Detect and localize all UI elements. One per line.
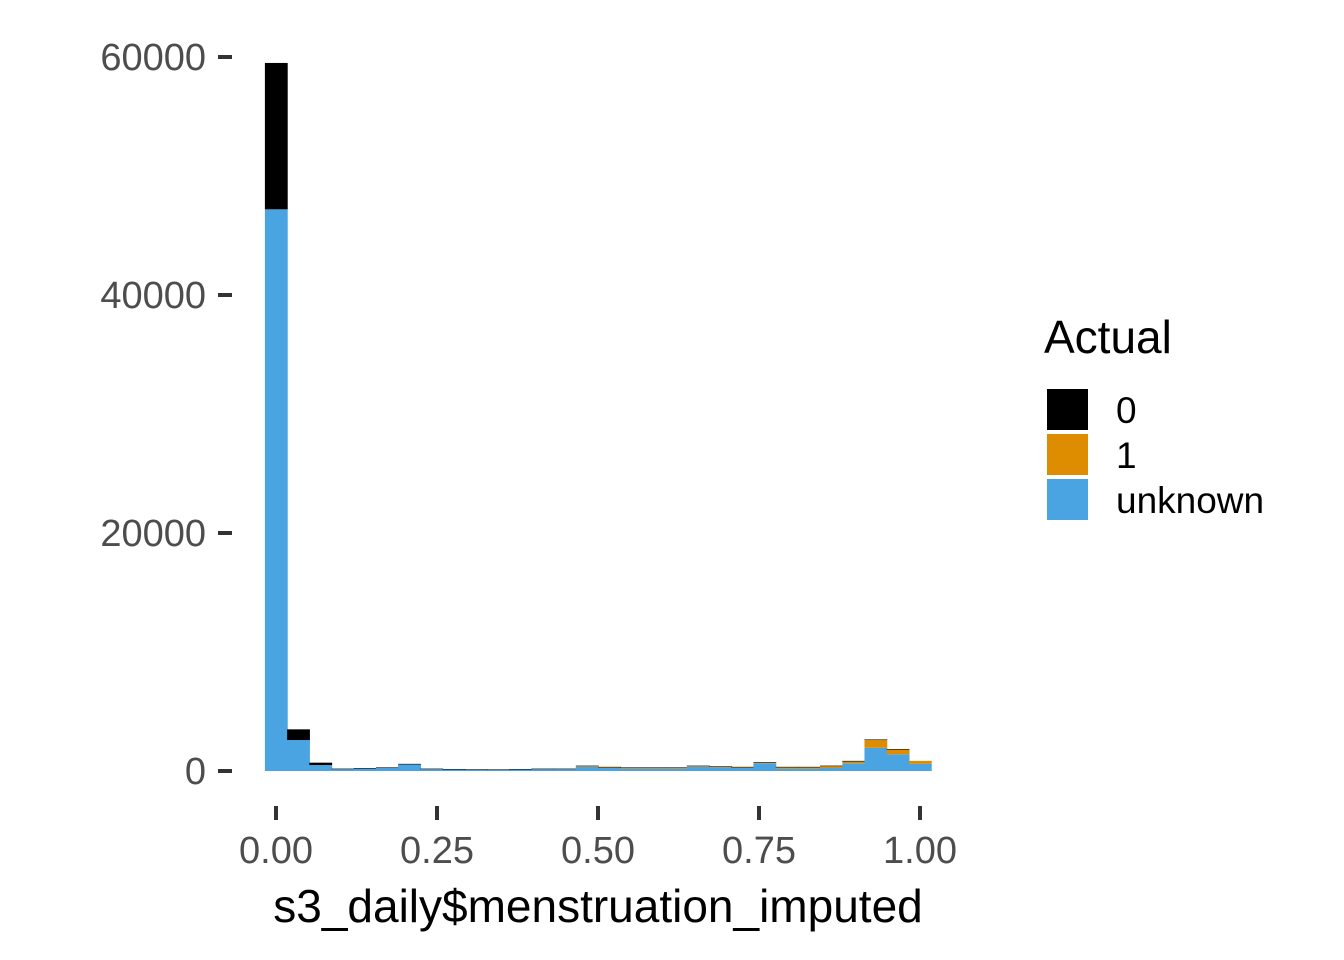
- bar-segment-unknown: [486, 770, 510, 771]
- bar-segment-1: [597, 767, 621, 769]
- x-axis: 0.00 0.25 0.50 0.75 1.00 s3_daily$menstr…: [239, 806, 957, 932]
- bar-segment-unknown: [642, 768, 666, 771]
- legend-swatch-1: [1045, 432, 1090, 477]
- bar-segment-0: [886, 748, 910, 750]
- bar-segment-0: [575, 765, 599, 767]
- bar-segment-unknown: [864, 747, 888, 771]
- bar-segment-unknown: [309, 765, 333, 771]
- x-tick-label: 0.75: [722, 830, 796, 872]
- bar-segment-unknown: [775, 768, 799, 771]
- y-tick-label: 20000: [100, 513, 206, 555]
- bar-segment-0: [464, 769, 488, 770]
- legend-title: Actual: [1044, 311, 1172, 363]
- bar-segment-unknown: [842, 763, 866, 771]
- bar-segment-unknown: [264, 209, 288, 771]
- bar-segment-0: [420, 768, 444, 770]
- bar-segment-unknown: [797, 768, 821, 771]
- histogram-bars: [264, 62, 932, 771]
- bar-segment-unknown: [731, 768, 755, 771]
- legend-label-unknown: unknown: [1116, 480, 1264, 521]
- bar-segment-unknown: [509, 769, 532, 771]
- bar-segment-unknown: [686, 766, 710, 771]
- bar-segment-1: [709, 766, 732, 768]
- bar-segment-unknown: [908, 763, 932, 771]
- bar-segment-1: [731, 767, 755, 769]
- legend-swatch-unknown: [1045, 477, 1090, 522]
- bar-segment-unknown: [442, 769, 466, 771]
- bar-segment-0: [664, 767, 688, 769]
- legend-label-1: 1: [1116, 435, 1137, 476]
- bar-segment-unknown: [709, 767, 732, 771]
- y-tick-label: 60000: [100, 37, 206, 79]
- bar-segment-0: [264, 62, 288, 210]
- bar-segment-0: [331, 768, 355, 770]
- bar-segment-0: [309, 762, 333, 766]
- bar-segment-0: [686, 765, 710, 767]
- bar-segment-0: [486, 769, 510, 771]
- bar-segment-0: [375, 767, 399, 769]
- bar-segment-unknown: [664, 768, 688, 771]
- bar-segment-unknown: [531, 769, 555, 771]
- bar-segment-0: [797, 766, 821, 768]
- y-tick-label: 0: [185, 751, 206, 793]
- bar-segment-1: [775, 767, 799, 769]
- bar-segment-0: [287, 729, 310, 741]
- bar-segment-1: [642, 768, 666, 769]
- bar-segment-unknown: [886, 754, 910, 771]
- bar-segment-0: [820, 765, 843, 767]
- bar-segment-0: [864, 739, 888, 741]
- bar-segment-1: [664, 768, 688, 769]
- bar-segment-unknown: [597, 768, 621, 771]
- bar-segment-0: [442, 768, 466, 770]
- legend: Actual 0 1 unknown: [1044, 311, 1264, 522]
- bar-segment-0: [642, 767, 666, 769]
- bar-segment-unknown: [575, 766, 599, 771]
- x-tick-label: 0.50: [561, 830, 635, 872]
- bar-segment-1: [842, 761, 866, 764]
- bar-segment-0: [775, 766, 799, 768]
- y-tick-label: 40000: [100, 275, 206, 317]
- x-tick-label: 0.00: [239, 830, 313, 872]
- x-tick-label: 0.25: [400, 830, 474, 872]
- bar-segment-1: [886, 749, 910, 755]
- bar-segment-1: [686, 766, 710, 767]
- bar-segment-unknown: [353, 768, 377, 771]
- y-axis: 0 20000 40000 60000: [100, 37, 232, 793]
- bar-segment-unknown: [398, 764, 421, 771]
- bar-segment-0: [842, 760, 866, 762]
- bar-segment-unknown: [753, 763, 777, 771]
- bar-segment-0: [597, 766, 621, 768]
- bar-segment-1: [797, 767, 821, 769]
- bar-segment-unknown: [331, 769, 355, 771]
- bar-segment-unknown: [287, 740, 310, 771]
- bar-segment-0: [709, 766, 732, 767]
- bar-segment-unknown: [553, 769, 577, 771]
- bar-segment-unknown: [375, 768, 399, 771]
- bar-segment-0: [731, 766, 755, 768]
- legend-swatch-0: [1045, 387, 1090, 432]
- bar-segment-1: [753, 762, 777, 764]
- bar-segment-0: [620, 767, 644, 769]
- bar-segment-0: [509, 768, 532, 770]
- bar-segment-unknown: [420, 769, 444, 771]
- bar-segment-1: [620, 768, 644, 769]
- bar-segment-0: [553, 768, 577, 770]
- x-tick-label: 1.00: [883, 830, 957, 872]
- bar-segment-unknown: [820, 768, 843, 771]
- bar-segment-1: [908, 760, 932, 764]
- bar-segment-1: [820, 766, 843, 769]
- bar-segment-unknown: [464, 769, 488, 771]
- bar-segment-0: [398, 763, 421, 765]
- bar-segment-1: [575, 766, 599, 767]
- legend-label-0: 0: [1116, 390, 1137, 431]
- bar-segment-0: [531, 768, 555, 770]
- bar-segment-0: [753, 762, 777, 763]
- bar-segment-0: [353, 768, 377, 769]
- bar-segment-unknown: [620, 768, 644, 771]
- bar-segment-1: [864, 740, 888, 748]
- x-axis-title: s3_daily$menstruation_imputed: [273, 880, 923, 932]
